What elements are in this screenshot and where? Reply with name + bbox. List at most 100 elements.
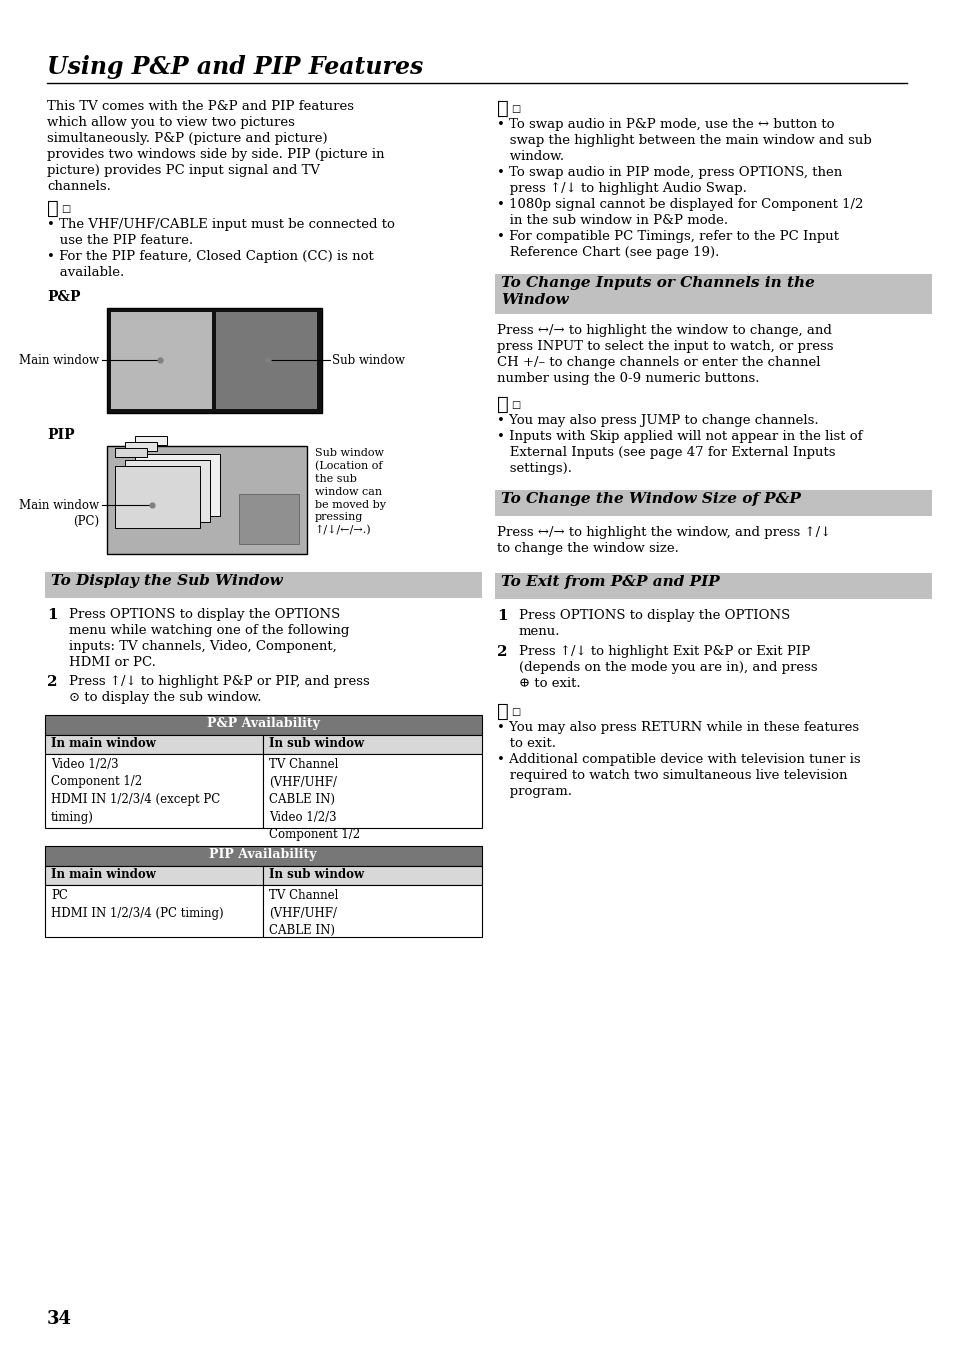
Text: P&P Availability: P&P Availability	[207, 717, 319, 730]
Bar	[45, 866, 263, 885]
Text: Reference Chart (see page 19).: Reference Chart (see page 19).	[497, 245, 719, 259]
Text: Press ↑/↓ to highlight P&P or PIP, and press: Press ↑/↓ to highlight P&P or PIP, and p…	[69, 675, 370, 687]
Text: P&P: P&P	[47, 290, 80, 304]
Bar	[215, 312, 316, 410]
Text: ⊕ to exit.: ⊕ to exit.	[518, 677, 580, 690]
Text: To Change the Window Size of P&P: To Change the Window Size of P&P	[500, 492, 800, 506]
Text: number using the 0-9 numeric buttons.: number using the 0-9 numeric buttons.	[497, 372, 759, 385]
Text: use the PIP feature.: use the PIP feature.	[47, 235, 193, 247]
Text: swap the highlight between the main window and sub: swap the highlight between the main wind…	[497, 134, 871, 146]
Text: menu while watching one of the following: menu while watching one of the following	[69, 624, 349, 637]
Text: This TV comes with the P&P and PIP features: This TV comes with the P&P and PIP featu…	[47, 100, 354, 113]
Text: required to watch two simultaneous live television: required to watch two simultaneous live …	[497, 769, 846, 782]
Text: Main window: Main window	[19, 354, 99, 367]
Text: settings).: settings).	[497, 462, 572, 475]
Bar	[115, 466, 200, 527]
Text: PC
HDMI IN 1/2/3/4 (PC timing): PC HDMI IN 1/2/3/4 (PC timing)	[51, 890, 223, 919]
Text: ⊙ to display the sub window.: ⊙ to display the sub window.	[69, 692, 261, 704]
Text: TV Channel
(VHF/UHF/
CABLE IN): TV Channel (VHF/UHF/ CABLE IN)	[269, 890, 338, 937]
Bar	[45, 735, 263, 754]
Text: PIP: PIP	[47, 428, 74, 442]
Text: ℒ: ℒ	[497, 100, 508, 118]
Text: inputs: TV channels, Video, Component,: inputs: TV channels, Video, Component,	[69, 640, 336, 654]
Text: ℒ: ℒ	[47, 199, 59, 218]
Text: provides two windows side by side. PIP (picture in: provides two windows side by side. PIP (…	[47, 148, 384, 161]
Text: press ↑/↓ to highlight Audio Swap.: press ↑/↓ to highlight Audio Swap.	[497, 182, 746, 195]
Bar	[45, 572, 481, 598]
Bar	[263, 735, 481, 754]
Text: HDMI or PC.: HDMI or PC.	[69, 656, 155, 669]
Text: • For compatible PC Timings, refer to the PC Input: • For compatible PC Timings, refer to th…	[497, 231, 838, 243]
Text: menu.: menu.	[518, 625, 560, 639]
Bar	[115, 447, 147, 457]
Bar	[45, 754, 263, 829]
Text: Press ↔/→ to highlight the window, and press ↑/↓: Press ↔/→ to highlight the window, and p…	[497, 526, 830, 538]
Text: window.: window.	[497, 151, 563, 163]
Bar	[135, 454, 220, 517]
Text: □: □	[511, 706, 519, 717]
Text: Press OPTIONS to display the OPTIONS: Press OPTIONS to display the OPTIONS	[518, 609, 789, 622]
Text: In sub window: In sub window	[269, 868, 364, 881]
Text: 2: 2	[497, 645, 507, 659]
Text: program.: program.	[497, 785, 572, 797]
Text: Press OPTIONS to display the OPTIONS: Press OPTIONS to display the OPTIONS	[69, 607, 340, 621]
Text: • 1080p signal cannot be displayed for Component 1/2: • 1080p signal cannot be displayed for C…	[497, 198, 862, 212]
Bar	[107, 446, 307, 555]
Text: simultaneously. P&P (picture and picture): simultaneously. P&P (picture and picture…	[47, 132, 327, 145]
Bar	[45, 846, 481, 866]
Text: In main window: In main window	[51, 738, 155, 750]
Text: • For the PIP feature, Closed Caption (CC) is not: • For the PIP feature, Closed Caption (C…	[47, 250, 374, 263]
Text: TV Channel
(VHF/UHF/
CABLE IN)
Video 1/2/3
Component 1/2: TV Channel (VHF/UHF/ CABLE IN) Video 1/2…	[269, 758, 359, 841]
Text: • You may also press RETURN while in these features: • You may also press RETURN while in the…	[497, 721, 859, 734]
Bar	[495, 490, 931, 517]
Text: 1: 1	[497, 609, 507, 622]
Text: Sub window: Sub window	[332, 354, 404, 367]
Text: PIP Availability: PIP Availability	[209, 848, 316, 861]
Text: ℒ: ℒ	[497, 396, 508, 414]
Text: 34: 34	[47, 1310, 71, 1328]
Text: (depends on the mode you are in), and press: (depends on the mode you are in), and pr…	[518, 660, 817, 674]
Text: CH +/– to change channels or enter the channel: CH +/– to change channels or enter the c…	[497, 357, 820, 369]
Text: available.: available.	[47, 266, 124, 279]
Text: • You may also press JUMP to change channels.: • You may also press JUMP to change chan…	[497, 414, 818, 427]
Bar	[125, 442, 157, 452]
Bar	[239, 494, 298, 544]
Bar	[263, 754, 481, 829]
Bar	[135, 437, 167, 445]
Text: To Exit from P&P and PIP: To Exit from P&P and PIP	[500, 575, 719, 589]
Text: In main window: In main window	[51, 868, 155, 881]
Text: • Inputs with Skip applied will not appear in the list of: • Inputs with Skip applied will not appe…	[497, 430, 862, 443]
Bar	[45, 715, 481, 735]
Text: To Display the Sub Window: To Display the Sub Window	[51, 574, 282, 589]
Text: • To swap audio in P&P mode, use the ↔ button to: • To swap audio in P&P mode, use the ↔ b…	[497, 118, 834, 132]
Text: External Inputs (see page 47 for External Inputs: External Inputs (see page 47 for Externa…	[497, 446, 835, 458]
Text: in the sub window in P&P mode.: in the sub window in P&P mode.	[497, 214, 727, 226]
Text: In sub window: In sub window	[269, 738, 364, 750]
Text: • The VHF/UHF/CABLE input must be connected to: • The VHF/UHF/CABLE input must be connec…	[47, 218, 395, 231]
Text: Main window
(PC): Main window (PC)	[19, 499, 99, 527]
Bar	[107, 308, 322, 414]
Text: Sub window
(Location of
the sub
window can
be moved by
pressing
↑/↓/←/→.): Sub window (Location of the sub window c…	[314, 447, 386, 536]
Text: □: □	[511, 104, 519, 114]
Text: Press ↔/→ to highlight the window to change, and: Press ↔/→ to highlight the window to cha…	[497, 324, 831, 338]
Text: Using P&P and PIP Features: Using P&P and PIP Features	[47, 56, 423, 79]
Bar	[263, 885, 481, 937]
Bar	[263, 866, 481, 885]
Bar	[495, 274, 931, 315]
Bar	[495, 574, 931, 599]
Text: • Additional compatible device with television tuner is: • Additional compatible device with tele…	[497, 753, 860, 766]
Text: channels.: channels.	[47, 180, 111, 193]
Text: □: □	[61, 203, 71, 214]
Text: picture) provides PC input signal and TV: picture) provides PC input signal and TV	[47, 164, 319, 178]
Text: 1: 1	[47, 607, 57, 622]
Text: • To swap audio in PIP mode, press OPTIONS, then: • To swap audio in PIP mode, press OPTIO…	[497, 165, 841, 179]
Text: Video 1/2/3
Component 1/2
HDMI IN 1/2/3/4 (except PC
timing): Video 1/2/3 Component 1/2 HDMI IN 1/2/3/…	[51, 758, 220, 823]
Text: 2: 2	[47, 675, 57, 689]
Text: to exit.: to exit.	[497, 738, 556, 750]
Text: to change the window size.: to change the window size.	[497, 542, 679, 555]
Bar	[125, 460, 210, 522]
Text: ℒ: ℒ	[497, 702, 508, 721]
Text: press INPUT to select the input to watch, or press: press INPUT to select the input to watch…	[497, 340, 833, 353]
Bar	[111, 312, 212, 410]
Text: Press ↑/↓ to highlight Exit P&P or Exit PIP: Press ↑/↓ to highlight Exit P&P or Exit …	[518, 645, 809, 658]
